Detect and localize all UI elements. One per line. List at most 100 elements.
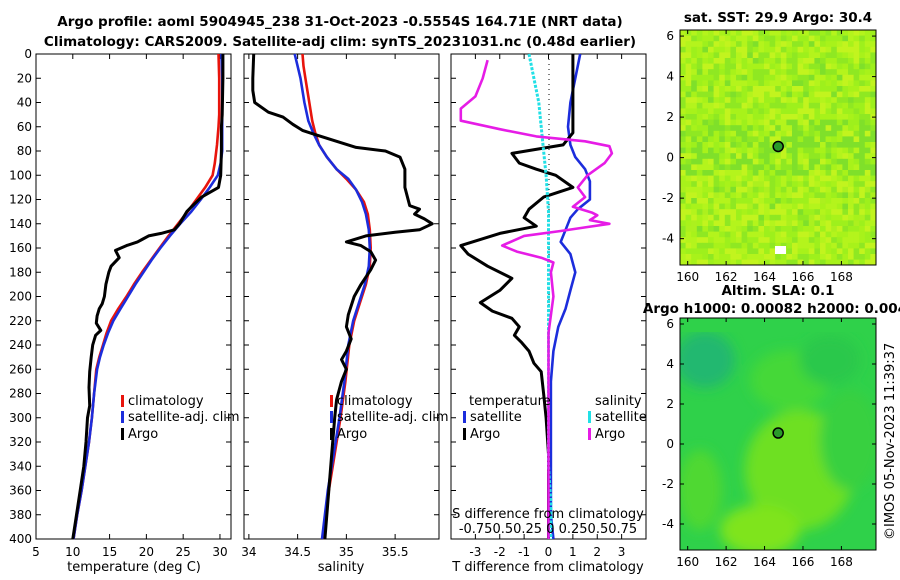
- sst-grid-cell: [780, 186, 787, 193]
- sst-grid-cell: [786, 114, 793, 120]
- sst-grid-cell: [870, 52, 876, 59]
- sst-grid-cell: [792, 254, 798, 260]
- sst-grid-cell: [831, 63, 838, 70]
- sst-grid-cell: [769, 91, 776, 98]
- sst-grid-cell: [685, 142, 692, 148]
- sst-grid-cell: [691, 158, 698, 165]
- sst-grid-cell: [769, 198, 776, 204]
- sst-grid-cell: [696, 30, 703, 36]
- sst-grid-cell: [730, 170, 737, 176]
- sst-grid-cell: [820, 114, 826, 120]
- sst-grid-cell: [708, 209, 714, 216]
- sst-grid-cell: [864, 97, 871, 104]
- sst-grid-cell: [691, 136, 698, 143]
- sst-grid-cell: [786, 164, 793, 171]
- sst-grid-cell: [814, 41, 821, 48]
- sst-grid-cell: [842, 142, 849, 148]
- sst-grid-cell: [719, 242, 726, 249]
- sst-grid-cell: [780, 147, 787, 154]
- x-tick-label: 1: [569, 545, 577, 559]
- sst-grid-cell: [758, 58, 765, 64]
- sst-grid-cell: [803, 186, 810, 193]
- sst-grid-cell: [736, 91, 742, 98]
- sst-grid-cell: [713, 130, 720, 137]
- sst-grid-cell: [708, 181, 714, 188]
- sst-grid-cell: [769, 181, 776, 188]
- sst-grid-cell: [747, 254, 754, 260]
- sst-grid-cell: [786, 142, 793, 148]
- sst-grid-cell: [775, 237, 782, 244]
- sst-grid-cell: [724, 254, 731, 260]
- sst-grid-cell: [736, 86, 742, 92]
- sst-grid-cell: [752, 97, 759, 104]
- sst-grid-cell: [680, 259, 686, 265]
- sst-grid-cell: [741, 170, 748, 176]
- sst-grid-cell: [724, 74, 731, 81]
- sst-grid-cell: [736, 102, 742, 109]
- y-tick-label: 20: [17, 71, 32, 85]
- sst-grid-cell: [848, 69, 854, 76]
- y-tick-label: 320: [9, 435, 32, 449]
- sst-grid-cell: [702, 35, 709, 42]
- sst-grid-cell: [736, 35, 742, 42]
- sst-grid-cell: [825, 170, 832, 176]
- sst-grid-cell: [853, 108, 860, 115]
- sst-grid-cell: [719, 74, 726, 81]
- sst-grid-cell: [747, 102, 754, 109]
- sst-grid-cell: [808, 237, 815, 244]
- sst-grid-cell: [758, 170, 765, 176]
- sst-grid-cell: [708, 153, 714, 160]
- sst-grid-cell: [691, 198, 698, 204]
- sst-grid-cell: [730, 147, 737, 154]
- sst-grid-cell: [758, 102, 765, 109]
- sst-grid-cell: [708, 130, 714, 137]
- sst-grid-cell: [691, 220, 698, 227]
- sst-grid-cell: [719, 192, 726, 199]
- x-tick-label: 3: [618, 545, 626, 559]
- sst-grid-cell: [708, 203, 714, 210]
- sst-grid-cell: [864, 35, 871, 42]
- sst-grid-cell: [803, 63, 810, 70]
- sst-grid-cell: [803, 41, 810, 48]
- sst-grid-cell: [808, 30, 815, 36]
- sst-grid-cell: [803, 108, 810, 115]
- sst-grid-cell: [764, 242, 770, 249]
- sst-grid-cell: [831, 164, 838, 171]
- sst-grid-cell: [820, 226, 826, 232]
- imos-timestamp-watermark: ©IMOS 05-Nov-2023 11:39:37: [883, 343, 898, 540]
- sst-grid-cell: [836, 214, 843, 221]
- sst-grid-cell: [825, 86, 832, 92]
- sst-grid-cell: [724, 35, 731, 42]
- sst-grid-cell: [820, 80, 826, 87]
- sst-grid-cell: [842, 147, 849, 154]
- sst-grid-cell: [831, 91, 838, 98]
- sst-grid-cell: [747, 198, 754, 204]
- sst-grid-cell: [702, 102, 709, 109]
- sst-grid-cell: [870, 136, 876, 143]
- sst-grid-cell: [752, 220, 759, 227]
- sst-grid-cell: [792, 86, 798, 92]
- sst-grid-cell: [870, 220, 876, 227]
- sst-grid-cell: [719, 259, 726, 265]
- sst-grid-cell: [685, 30, 692, 36]
- sst-grid-cell: [730, 248, 737, 255]
- sst-grid-cell: [702, 69, 709, 76]
- sst-grid-cell: [808, 242, 815, 249]
- sst-grid-cell: [797, 97, 804, 104]
- argo-float-marker: [772, 140, 784, 153]
- sst-grid-cell: [836, 74, 843, 81]
- sst-grid-cell: [864, 175, 871, 182]
- sst-grid-cell: [696, 114, 703, 120]
- sst-grid-cell: [825, 46, 832, 53]
- sst-grid-cell: [741, 231, 748, 238]
- sst-grid-cell: [775, 192, 782, 199]
- sst-grid-cell: [786, 158, 793, 165]
- sst-grid-cell: [691, 52, 698, 59]
- sla-map-panel: Altim. SLA: 0.1 Argo h1000: 0.00082 h200…: [643, 283, 900, 569]
- sst-grid-cell: [764, 147, 770, 154]
- sst-grid-cell: [764, 41, 770, 48]
- sst-grid-cell: [702, 136, 709, 143]
- sst-grid-cell: [685, 214, 692, 221]
- map-y-tick-label: 4: [666, 357, 674, 371]
